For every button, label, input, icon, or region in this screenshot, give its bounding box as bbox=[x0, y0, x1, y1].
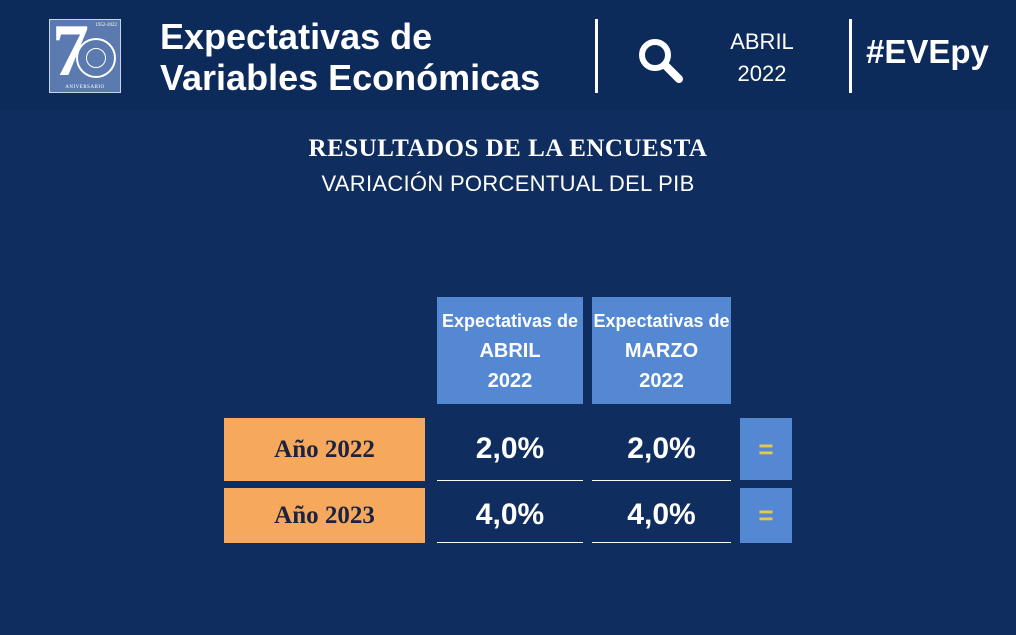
app-title-line2: Variables Económicas bbox=[160, 57, 541, 98]
column-header-month: ABRIL bbox=[479, 339, 541, 362]
section-subtitle: VARIACIÓN PORCENTUAL DEL PIB bbox=[321, 171, 695, 196]
column-header-line: Expectativas de bbox=[593, 310, 730, 331]
row-label-2022: Año 2022 bbox=[224, 418, 425, 481]
edition-date: ABRIL 2022 bbox=[712, 26, 812, 90]
edition-month: ABRIL bbox=[730, 29, 794, 54]
column-header-march: Expectativas de MARZO 2022 bbox=[592, 297, 731, 404]
column-header-month: MARZO bbox=[624, 339, 699, 362]
app-title-line1: Expectativas de bbox=[160, 16, 433, 57]
section-title: RESULTADOS DE LA ENCUESTA bbox=[308, 135, 708, 162]
logo-label: ANIVERSARIO bbox=[65, 85, 105, 90]
header-divider bbox=[849, 19, 852, 93]
header-bar: 7 1952-2022 ANIVERSARIO Expectativas de … bbox=[0, 0, 1016, 110]
cell-march-2023: 4,0% bbox=[592, 488, 731, 543]
hashtag: #EVEpy bbox=[866, 33, 989, 70]
column-header-april: Expectativas de ABRIL 2022 bbox=[437, 297, 583, 404]
column-header-year: 2022 bbox=[639, 369, 684, 392]
app-title: Expectativas de Variables Económicas bbox=[160, 16, 580, 98]
seal-icon bbox=[76, 38, 116, 78]
logo-years: 1952-2022 bbox=[95, 23, 117, 28]
trend-equal-icon: = bbox=[740, 418, 792, 480]
column-header-line: Expectativas de bbox=[441, 310, 579, 331]
anniversary-logo: 7 1952-2022 ANIVERSARIO bbox=[49, 14, 121, 93]
cell-april-2023: 4,0% bbox=[437, 488, 583, 543]
cell-april-2022: 2,0% bbox=[437, 418, 583, 481]
cell-march-2022: 2,0% bbox=[592, 418, 731, 481]
column-header-year: 2022 bbox=[487, 369, 533, 392]
search-icon bbox=[639, 39, 683, 83]
header-divider bbox=[595, 19, 598, 93]
edition-year: 2022 bbox=[737, 61, 787, 86]
trend-equal-icon: = bbox=[740, 488, 792, 543]
row-label-2023: Año 2023 bbox=[224, 488, 425, 543]
